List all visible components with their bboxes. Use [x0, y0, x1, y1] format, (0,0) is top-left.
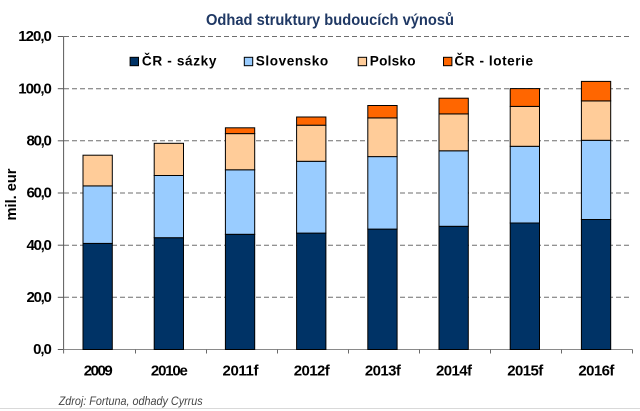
svg-text:ČR - sázky: ČR - sázky — [142, 54, 217, 69]
svg-text:2011f: 2011f — [223, 363, 260, 380]
svg-text:120,0: 120,0 — [18, 28, 52, 45]
svg-text:20,0: 20,0 — [27, 289, 52, 306]
svg-text:2016f: 2016f — [578, 363, 615, 380]
svg-text:Polsko: Polsko — [370, 54, 416, 69]
svg-text:2015f: 2015f — [507, 363, 544, 380]
svg-text:0,0: 0,0 — [33, 341, 52, 358]
svg-text:60,0: 60,0 — [27, 185, 52, 202]
svg-text:mil. eur: mil. eur — [4, 168, 20, 220]
svg-text:Odhad struktury budoucích výno: Odhad struktury budoucích výnosů — [206, 12, 454, 29]
svg-text:Slovensko: Slovensko — [256, 54, 328, 69]
svg-text:2009: 2009 — [84, 363, 113, 380]
svg-text:Zdroj: Fortuna, odhady Cyrrus: Zdroj: Fortuna, odhady Cyrrus — [58, 394, 203, 408]
svg-text:2012f: 2012f — [294, 363, 331, 380]
svg-text:2013f: 2013f — [365, 363, 402, 380]
svg-text:2014f: 2014f — [436, 363, 473, 380]
svg-text:ČR - loterie: ČR - loterie — [454, 54, 533, 69]
svg-text:100,0: 100,0 — [18, 80, 52, 97]
svg-text:80,0: 80,0 — [27, 133, 52, 150]
svg-text:40,0: 40,0 — [27, 237, 52, 254]
svg-text:2010e: 2010e — [151, 363, 188, 380]
